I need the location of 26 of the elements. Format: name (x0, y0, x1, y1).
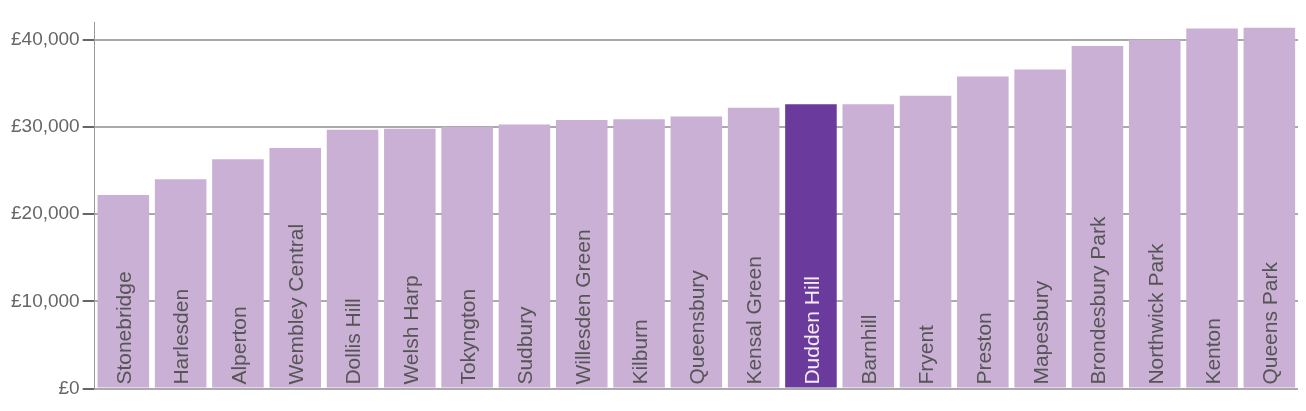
x-tick-label: Willesden Green (570, 229, 594, 385)
x-tick-label: Wembley Central (284, 223, 308, 385)
x-tick-label: Mapesbury (1028, 280, 1052, 385)
x-tick-label: Alperton (226, 306, 250, 385)
x-tick-label: Tokyngton (455, 288, 479, 385)
x-tick-label: Queensbury (685, 269, 709, 385)
x-tick-label: Northwick Park (1143, 242, 1167, 385)
y-tick-label: £10,000 (10, 289, 80, 311)
x-tick-label: Fryent (914, 324, 938, 385)
x-tick-label: Brondesbury Park (1086, 216, 1110, 385)
x-tick-label: Preston (971, 312, 995, 385)
y-tick-label: £30,000 (10, 115, 80, 137)
x-tick-label: Stonebridge (112, 271, 136, 385)
x-tick-label: Sudbury (513, 305, 537, 385)
x-tick-label: Dollis Hill (341, 298, 365, 385)
x-tick-label: Kilburn (627, 319, 651, 385)
x-tick-label: Queens Park (1258, 261, 1282, 385)
x-tick-label: Dudden Hill (799, 276, 823, 385)
y-tick-label: £40,000 (10, 28, 80, 50)
x-tick-label: Kensal Green (742, 256, 766, 385)
y-tick-label: £20,000 (10, 202, 80, 224)
x-tick-label: Welsh Harp (398, 275, 422, 385)
x-tick-label: Barnhill (857, 314, 881, 385)
y-tick-label: £0 (58, 376, 80, 398)
x-tick-label: Kenton (1200, 318, 1224, 385)
x-tick-label: Harlesden (169, 288, 193, 385)
